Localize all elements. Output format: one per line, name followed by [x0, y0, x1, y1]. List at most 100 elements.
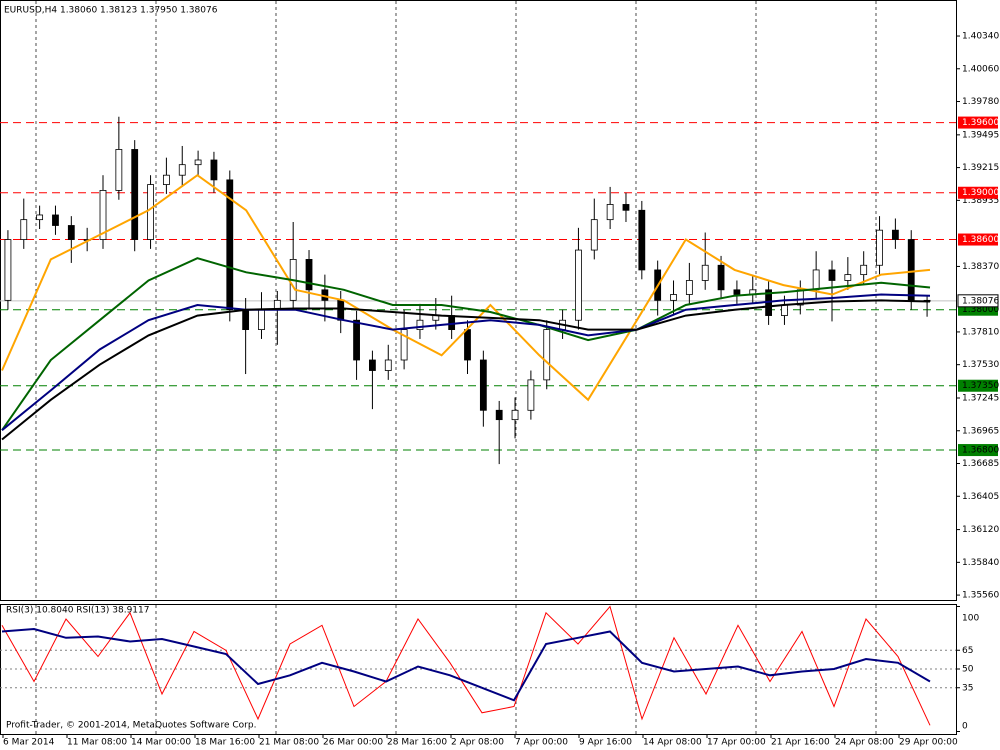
- candle-body: [67, 225, 75, 240]
- candle-body: [622, 204, 630, 211]
- current-price-box: [957, 294, 999, 308]
- candle-body: [305, 259, 313, 291]
- candle-body: [479, 359, 487, 411]
- level-label: 1.38000: [962, 305, 999, 315]
- level-box: [958, 116, 998, 129]
- x-tick-label: 7 Apr 00:00: [515, 738, 568, 748]
- candle-body: [448, 315, 456, 330]
- candle-body: [781, 304, 788, 316]
- y-tick-label: 1.38370: [962, 262, 999, 272]
- y-tick-label: 1.39780: [962, 97, 999, 107]
- ma-line: [1, 293, 931, 431]
- level-box: [958, 186, 998, 199]
- candle-body: [543, 329, 551, 381]
- candle-body: [670, 294, 677, 301]
- candle-body: [20, 219, 28, 240]
- y-tick-label: 1.40060: [962, 64, 999, 74]
- candle-body: [891, 229, 899, 240]
- y-tick-label: 1.37245: [962, 394, 999, 404]
- candle-body: [685, 280, 693, 295]
- candle-body: [162, 174, 170, 185]
- y-tick-label: 65: [962, 646, 973, 656]
- candle-body: [907, 239, 915, 301]
- y-tick-label: 1.36685: [962, 459, 999, 469]
- x-tick-label: 11 Mar 08:00: [67, 738, 127, 748]
- y-tick-label: 0: [962, 722, 968, 732]
- candle-body: [400, 329, 408, 361]
- candle-body: [131, 149, 139, 240]
- y-tick-label: 1.35560: [962, 591, 999, 601]
- level-label: 1.38600: [962, 235, 999, 245]
- candle-body: [4, 239, 12, 301]
- candle-body: [828, 269, 836, 281]
- y-tick-label: 100: [962, 614, 979, 624]
- x-tick-label: 18 Mar 16:00: [195, 738, 255, 748]
- candle-body: [258, 309, 265, 330]
- candle-body: [353, 319, 360, 361]
- x-tick-label: 21 Apr 16:00: [771, 738, 830, 748]
- candle-body: [384, 359, 392, 371]
- y-tick-label: 1.38935: [962, 196, 999, 206]
- current-price-label: 1.38076: [962, 296, 999, 306]
- rsi-line: [1, 605, 931, 726]
- y-tick-label: 35: [962, 683, 973, 693]
- candle-body: [812, 269, 820, 291]
- level-box: [958, 444, 998, 457]
- copyright: Profit-Trader, © 2001-2014, MetaQuotes S…: [6, 721, 256, 731]
- candle-body: [99, 190, 107, 240]
- x-tick-label: 24 Apr 08:00: [835, 738, 894, 748]
- candle-body: [194, 159, 202, 166]
- candle-body: [590, 219, 598, 251]
- y-tick-label: 1.39495: [962, 130, 999, 140]
- candle-body: [495, 409, 503, 421]
- candle-body: [337, 299, 345, 321]
- y-tick-label: 1.35840: [962, 558, 999, 568]
- y-tick-label: 1.39215: [962, 163, 999, 173]
- level-label: 1.37350: [962, 381, 999, 391]
- ma-line: [1, 173, 931, 402]
- candle-body: [147, 184, 154, 240]
- x-tick-label: 17 Apr 00:00: [707, 738, 766, 748]
- candle-body: [860, 264, 868, 276]
- y-tick-label: 50: [962, 665, 974, 675]
- x-tick-label: 2 Apr 08:00: [451, 738, 504, 748]
- candle-body: [210, 159, 218, 181]
- candle-body: [844, 274, 852, 281]
- candle-body: [575, 249, 582, 321]
- y-tick-label: 1.37530: [962, 360, 999, 370]
- candle-body: [701, 264, 709, 281]
- candle-body: [178, 164, 186, 176]
- candle-body: [876, 229, 883, 266]
- candle-body: [527, 379, 535, 411]
- candle-body: [638, 209, 646, 271]
- y-tick-label: 1.36405: [962, 492, 999, 502]
- x-tick-label: 21 Mar 08:00: [259, 738, 319, 748]
- rsi-line: [1, 627, 931, 702]
- candle-body: [36, 214, 44, 221]
- x-tick-label: 14 Mar 00:00: [131, 738, 191, 748]
- level-box: [958, 233, 998, 246]
- level-label: 1.39600: [962, 118, 999, 128]
- candle-body: [733, 289, 741, 295]
- candle-body: [416, 319, 424, 330]
- ma-line: [1, 257, 931, 431]
- x-tick-label: 26 Mar 00:00: [323, 738, 383, 748]
- level-label: 1.36800: [962, 446, 999, 456]
- x-tick-label: 9 Apr 16:00: [579, 738, 632, 748]
- y-tick-label: 1.36965: [962, 426, 999, 436]
- level-label: 1.39000: [962, 188, 999, 198]
- y-tick-label: 1.37810: [962, 327, 999, 337]
- candle-body: [52, 214, 59, 226]
- candle-body: [369, 359, 376, 371]
- x-tick-label: 6 Mar 2014: [3, 738, 55, 748]
- candle-body: [242, 309, 250, 330]
- candle-body: [115, 149, 123, 191]
- rsi-title: RSI(3) 10.8040 RSI(13) 38.9117: [6, 606, 149, 616]
- x-tick-label: 29 Apr 00:00: [899, 738, 958, 748]
- level-box: [958, 379, 998, 392]
- chart-title: EURUSD,H4 1.38060 1.38123 1.37950 1.3807…: [4, 6, 218, 16]
- y-tick-label: 1.36120: [962, 525, 999, 535]
- candle-body: [606, 204, 614, 221]
